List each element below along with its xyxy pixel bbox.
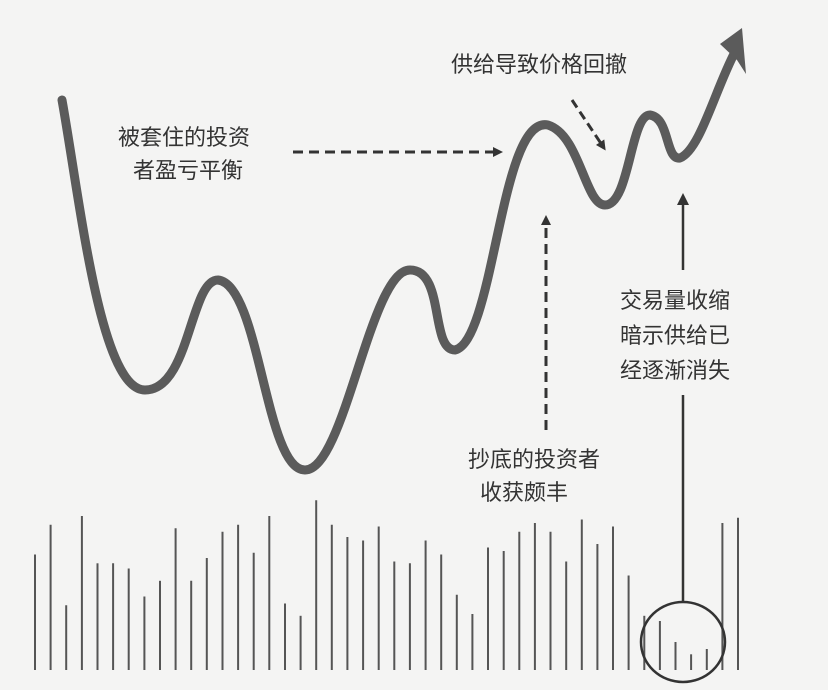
bottom-buyers-label: 抄底的投资者 收获颇丰 — [468, 448, 607, 506]
supply-pullback-line-1: 供给导致价格回撤 — [451, 53, 627, 78]
volume-shrink-line-3: 经逐渐消失 — [620, 359, 730, 384]
pullback-arrow — [570, 99, 606, 151]
price-line — [57, 47, 740, 475]
price-arrow-head — [720, 28, 746, 74]
bottom-buyers-line-1: 抄底的投资者 — [468, 448, 600, 473]
supply-pullback-label: 供给导致价格回撤 — [451, 53, 627, 78]
volume-highlight-circle — [639, 600, 727, 684]
trapped-investors-line-2: 者盈亏平衡 — [133, 159, 243, 184]
trapped-investors-line-1: 被套住的投资 — [118, 126, 250, 151]
volume-shrink-line-2: 暗示供给已 — [620, 324, 730, 349]
volume-bars — [34, 500, 739, 670]
volume-shrink-line-1: 交易量收缩 — [620, 289, 730, 314]
bottom-buyers-line-2: 收获颇丰 — [480, 481, 568, 506]
trapped-investors-label: 被套住的投资 者盈亏平衡 — [118, 126, 257, 184]
volume-shrink-label: 交易量收缩 暗示供给已 经逐渐消失 — [620, 289, 737, 384]
